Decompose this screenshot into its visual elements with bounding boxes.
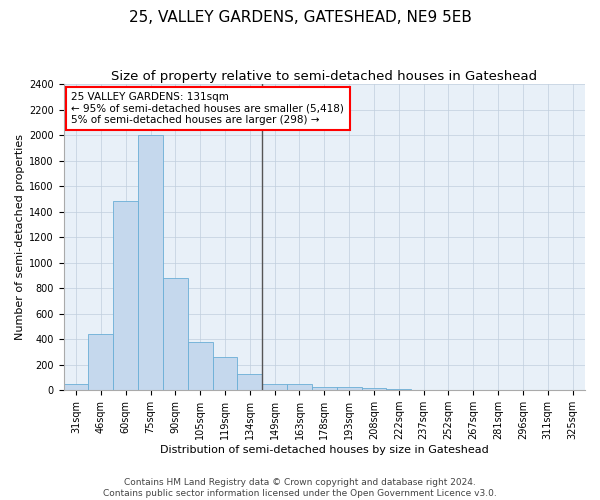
Bar <box>238 374 262 390</box>
Bar <box>312 386 337 390</box>
Bar <box>337 388 362 390</box>
Bar <box>212 358 238 390</box>
Title: Size of property relative to semi-detached houses in Gateshead: Size of property relative to semi-detach… <box>111 70 538 83</box>
Y-axis label: Number of semi-detached properties: Number of semi-detached properties <box>15 134 25 340</box>
Bar <box>113 202 138 390</box>
Text: 25, VALLEY GARDENS, GATESHEAD, NE9 5EB: 25, VALLEY GARDENS, GATESHEAD, NE9 5EB <box>128 10 472 25</box>
X-axis label: Distribution of semi-detached houses by size in Gateshead: Distribution of semi-detached houses by … <box>160 445 488 455</box>
Bar <box>386 389 411 390</box>
Bar <box>64 384 88 390</box>
Bar <box>188 342 212 390</box>
Text: 25 VALLEY GARDENS: 131sqm
← 95% of semi-detached houses are smaller (5,418)
5% o: 25 VALLEY GARDENS: 131sqm ← 95% of semi-… <box>71 92 344 125</box>
Bar <box>88 334 113 390</box>
Bar <box>362 388 386 390</box>
Bar <box>163 278 188 390</box>
Text: Contains HM Land Registry data © Crown copyright and database right 2024.
Contai: Contains HM Land Registry data © Crown c… <box>103 478 497 498</box>
Bar <box>287 384 312 390</box>
Bar <box>262 384 287 390</box>
Bar <box>138 135 163 390</box>
